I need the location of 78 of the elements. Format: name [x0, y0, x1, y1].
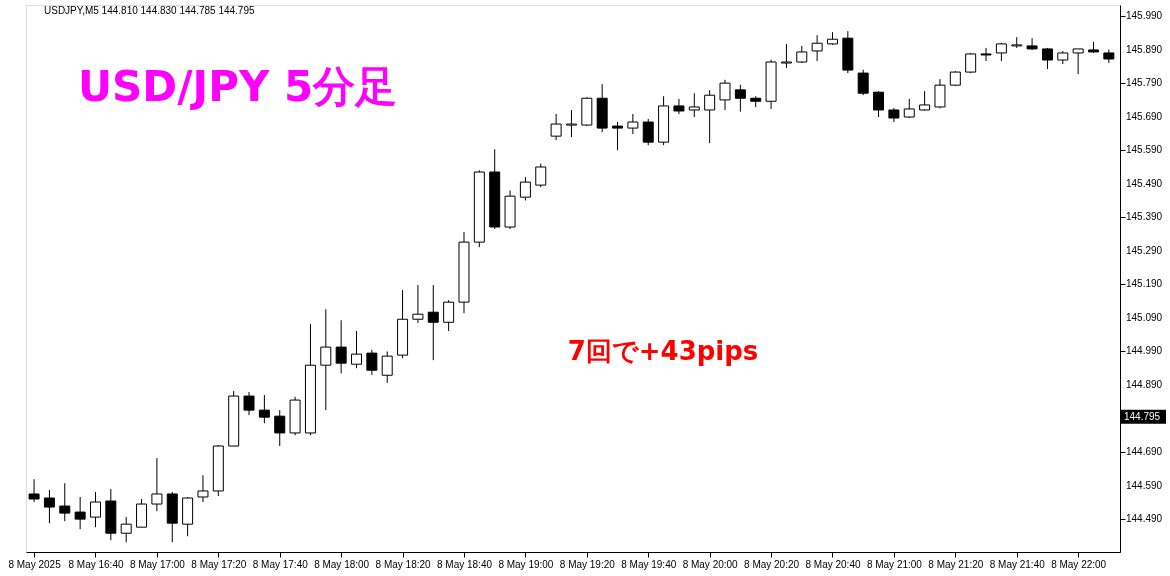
candlestick — [642, 118, 654, 146]
candlestick — [919, 90, 931, 112]
y-tick-label: 145.690 — [1126, 110, 1163, 122]
y-tick-label: 145.590 — [1126, 144, 1163, 156]
y-tick-label: 144.890 — [1126, 378, 1163, 390]
x-tick-label: 8 May 18:00 — [314, 558, 370, 570]
x-tick-label: 8 May 17:20 — [191, 558, 247, 570]
y-tick-label: 145.290 — [1126, 244, 1163, 256]
y-tick-label: 145.890 — [1126, 43, 1163, 55]
candlestick — [89, 491, 101, 528]
candlestick — [381, 350, 393, 384]
y-tick-label: 145.790 — [1126, 77, 1163, 89]
x-tick-label: 8 May 21:00 — [866, 558, 923, 570]
chart-subtitle: USDJPY,M5 144.810 144.830 144.785 144.795 — [44, 5, 255, 16]
candlestick — [612, 121, 624, 151]
candlestick — [258, 394, 270, 424]
ref-line-label: 144.795 — [1124, 410, 1161, 422]
annotation: 7回で+43pips — [567, 336, 759, 366]
y-tick-label: 145.190 — [1126, 278, 1163, 290]
y-tick-label: 144.490 — [1126, 513, 1163, 525]
candlestick — [934, 78, 946, 109]
x-tick-label: 8 May 21:40 — [989, 558, 1046, 570]
y-tick-label: 145.090 — [1126, 311, 1163, 323]
candlestick — [443, 299, 455, 332]
candlestick — [565, 109, 577, 138]
candlestick — [980, 47, 992, 62]
x-tick-label: 8 May 18:40 — [436, 558, 493, 570]
candlestick — [74, 496, 86, 530]
text: USD/JPY 5分足 — [78, 62, 398, 111]
candlestick — [427, 284, 439, 361]
y-tick-label: 144.990 — [1126, 345, 1163, 357]
candlestick — [627, 113, 639, 135]
x-tick-label: 8 May 17:00 — [129, 558, 186, 570]
x-tick-label: 8 May 20:00 — [682, 558, 739, 570]
candlestick — [780, 43, 792, 69]
candlestick — [673, 98, 685, 115]
x-tick-label: 8 May 19:00 — [498, 558, 554, 570]
candlestick — [243, 391, 255, 416]
candlestick — [734, 84, 746, 113]
x-tick-label: 8 May 19:40 — [621, 558, 677, 570]
y-tick-label: 145.390 — [1126, 211, 1163, 223]
y-tick-label: 145.490 — [1126, 177, 1163, 189]
x-tick-label: 8 May 16:40 — [68, 558, 124, 570]
candlestick — [28, 478, 40, 503]
candlestick — [811, 34, 823, 62]
candlestick — [704, 89, 716, 144]
x-tick-label: 8 May 20:40 — [805, 558, 861, 570]
candlestick — [1072, 48, 1084, 75]
x-tick-label: 8 May 19:20 — [559, 558, 616, 570]
y-tick-label: 144.690 — [1126, 446, 1163, 458]
x-tick-label: 8 May 17:40 — [252, 558, 309, 570]
candlestick — [719, 79, 731, 111]
candlestick — [151, 457, 163, 512]
x-tick-label: 8 May 18:20 — [375, 558, 432, 570]
candlestick — [335, 319, 347, 374]
candlestick — [857, 69, 869, 96]
candlestick — [59, 482, 71, 522]
x-tick-label: 8 May 2025 — [8, 558, 62, 570]
y-tick-label: 145.990 — [1126, 10, 1163, 22]
candlestick — [136, 498, 148, 528]
candlestick — [1026, 37, 1038, 51]
x-tick-label: 8 May 21:20 — [928, 558, 984, 570]
candlestick — [274, 409, 286, 447]
y-tick-label: 144.590 — [1126, 479, 1163, 491]
candlestick — [120, 516, 132, 543]
candlestick — [688, 92, 700, 118]
x-tick-label: 8 May 22:00 — [1051, 558, 1107, 570]
candlestick — [519, 176, 531, 202]
candlestick — [550, 113, 562, 141]
candlestick — [351, 330, 363, 369]
x-tick-label: 8 May 20:20 — [744, 558, 800, 570]
candlestick — [197, 474, 209, 503]
candlestick — [412, 284, 424, 324]
candlestick — [43, 489, 55, 524]
candlestick — [366, 349, 378, 376]
candlestick — [320, 308, 332, 411]
candlestick — [873, 90, 885, 118]
candlestick — [535, 163, 547, 188]
